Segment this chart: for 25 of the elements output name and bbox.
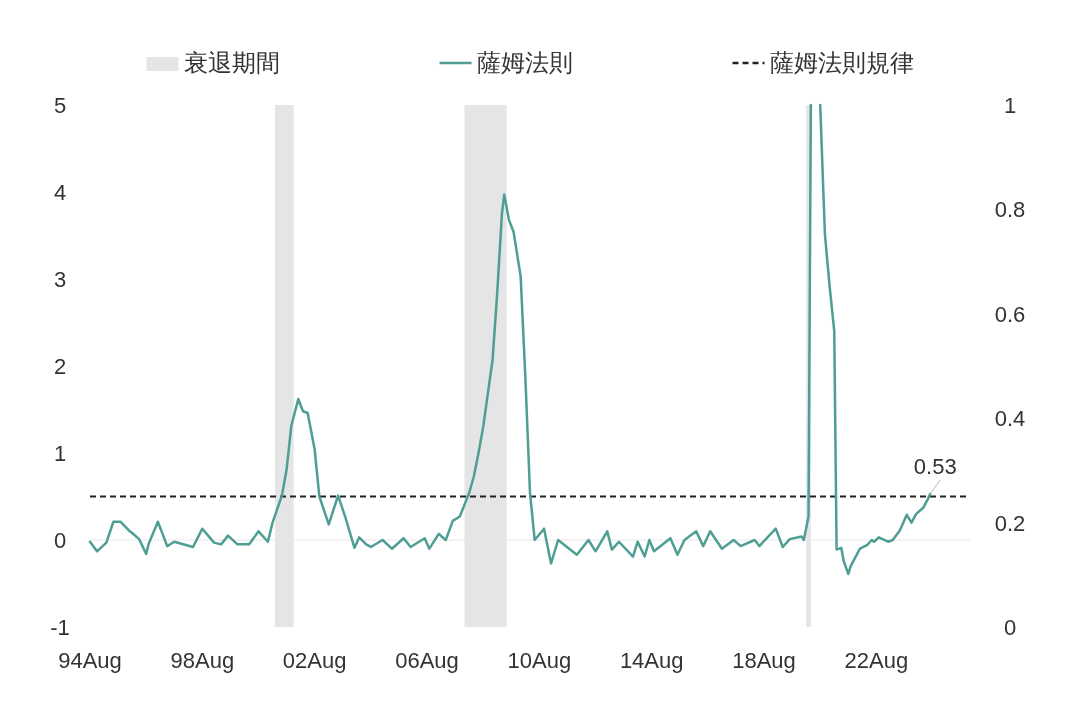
x-tick-label: 22Aug xyxy=(844,648,909,673)
y2-tick-label: 0.2 xyxy=(994,510,1026,536)
y-tick-label: 5 xyxy=(53,93,67,118)
y2-tick-label: 0.4 xyxy=(994,406,1026,432)
x-tick-label: 02Aug xyxy=(282,648,347,673)
legend-label: 薩姆法則規律 xyxy=(769,49,914,76)
y-tick-label: 2 xyxy=(53,354,67,379)
y2-tick-label: 0.6 xyxy=(994,301,1026,327)
x-tick-label: 14Aug xyxy=(619,648,684,673)
y-tick-label: 1 xyxy=(53,441,67,466)
y2-tick-label: 0 xyxy=(1003,615,1017,640)
legend-label: 薩姆法則 xyxy=(476,49,573,76)
x-tick-label: 18Aug xyxy=(732,648,796,673)
y2-tick-label: 1 xyxy=(1003,93,1017,118)
annotation: 0.53 xyxy=(913,453,957,479)
x-tick-label: 06Aug xyxy=(395,648,459,673)
y2-tick-label: 0.8 xyxy=(994,197,1026,223)
x-tick-label: 10Aug xyxy=(507,648,572,673)
legend-label: 衰退期間 xyxy=(183,49,280,76)
y-tick-label: 3 xyxy=(53,267,67,292)
y-tick-label: 0 xyxy=(53,528,67,553)
y-tick-label: 4 xyxy=(53,180,67,205)
y-tick-label: -1 xyxy=(50,615,70,640)
x-tick-label: 94Aug xyxy=(58,648,122,673)
x-tick-label: 98Aug xyxy=(170,648,235,673)
